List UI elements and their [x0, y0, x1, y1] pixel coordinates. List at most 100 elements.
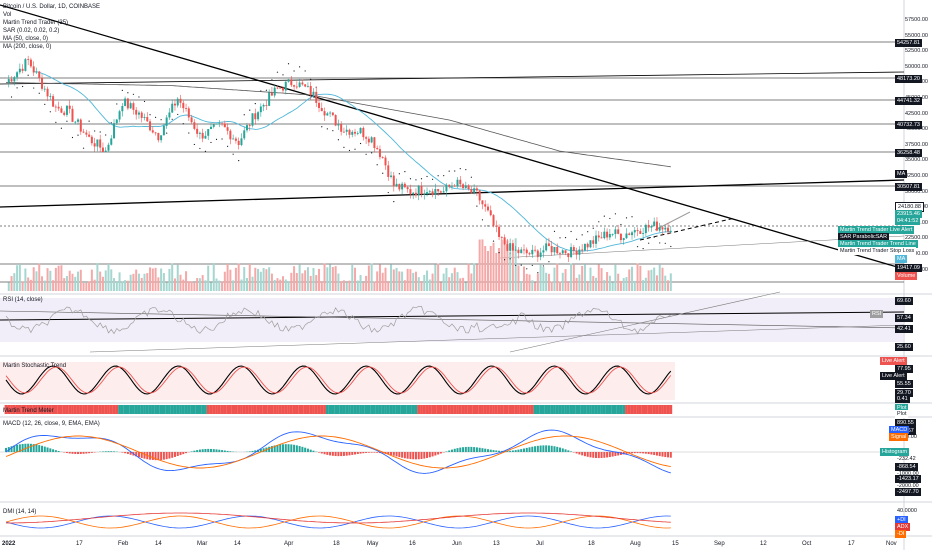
candle-body [29, 59, 32, 67]
macd-scale-label: 890.55 [895, 419, 916, 427]
macd-hist-bar [10, 446, 13, 452]
candle-body [129, 103, 132, 109]
sar-dot [232, 153, 234, 155]
meter-cell [79, 405, 83, 414]
indicator-ma50[interactable]: MA (50, close, 0) [3, 36, 49, 42]
macd-hist-bar [420, 452, 423, 459]
candle-body [295, 86, 298, 88]
meter-cell [123, 405, 127, 414]
meter-cell [18, 405, 22, 414]
macd-hist-bar [290, 444, 293, 452]
meter-cell [400, 405, 404, 414]
volume-bar [201, 275, 204, 291]
stoch-title[interactable]: Martin Stochastic Trend [3, 363, 67, 369]
sar-dot [60, 127, 63, 129]
macd-hist-bar [207, 448, 210, 452]
macd-hist-bar [276, 444, 279, 452]
macd-hist-bar [514, 450, 517, 452]
macd-hist-bar [611, 452, 614, 457]
macd-hist-bar [196, 450, 199, 452]
macd-hist-bar [597, 452, 600, 459]
meter-cell [619, 405, 623, 414]
volume-bar [126, 280, 129, 291]
sar-dot [409, 178, 412, 180]
macd-hist-bar [470, 446, 473, 452]
candle-body [187, 108, 190, 118]
candle-body [63, 112, 66, 115]
meter-cell [597, 405, 601, 414]
macd-hist-bar [473, 447, 476, 452]
candle-body [176, 98, 179, 106]
sar-dot [454, 170, 456, 172]
dmi-scale-label: 40.0000 [897, 508, 917, 514]
sar-dot [481, 219, 484, 221]
macd-hist-bar [140, 452, 143, 458]
symbol-title[interactable]: Bitcoin / U.S. Dollar, 1D, COINBASE [3, 4, 101, 10]
sar-dot [16, 87, 18, 89]
price-scale-label: 55000.00 [905, 32, 928, 39]
volume-bar [218, 280, 221, 291]
candle-body [498, 226, 501, 238]
price-tag: Volume [895, 272, 918, 280]
meter-cell [666, 405, 670, 414]
indicator-martin-trend-trader[interactable]: Martin Trend Trader (35) [3, 20, 69, 26]
volume-bar [290, 272, 293, 291]
rsi-scale-label: 57.34 [895, 314, 913, 322]
sar-dot [332, 130, 334, 132]
candle-body [589, 240, 592, 248]
time-axis-label: 16 [409, 541, 416, 547]
meter-title[interactable]: Martin Trend Meter [3, 408, 54, 414]
candle-body [619, 233, 622, 241]
sar-dot [603, 215, 605, 217]
sar-dot [459, 168, 461, 170]
indicator-ma200[interactable]: MA (200, close, 0) [3, 44, 52, 50]
candle-body [489, 210, 492, 216]
sar-dot [343, 146, 345, 148]
indicator-vol[interactable]: Vol [3, 12, 12, 18]
macd-hist-bar [71, 452, 74, 454]
meter-cell [381, 405, 385, 414]
volume-bar [196, 278, 199, 291]
macd-hist-bar [370, 452, 373, 453]
meter-cell [84, 405, 88, 414]
sar-dot [498, 252, 500, 254]
volume-bar [77, 271, 80, 291]
sar-dot [564, 237, 567, 239]
volume-bar [578, 274, 581, 291]
sar-dot [337, 139, 339, 141]
volume-bar [146, 273, 149, 291]
meter-cell [575, 405, 579, 414]
meter-cell [309, 405, 313, 414]
macd-hist-bar [362, 452, 365, 454]
meter-cell [40, 405, 44, 414]
indicator-sar[interactable]: SAR (0.02, 0.02, 0.2) [3, 28, 60, 34]
volume-bar [251, 276, 254, 291]
meter-cell [109, 405, 113, 414]
candle-body [362, 127, 365, 138]
meter-cell [12, 405, 16, 414]
sar-dot [415, 179, 417, 181]
meter-cell [198, 405, 202, 414]
rsi-title[interactable]: RSI (14, close) [3, 297, 43, 303]
meter-cell [228, 405, 232, 414]
volume-bar [104, 270, 107, 291]
macd-hist-bar [121, 452, 124, 453]
volume-bar [99, 271, 102, 291]
dmi-title[interactable]: DMI (14, 14) [3, 509, 37, 515]
macd-hist-bar [356, 452, 359, 455]
volume-bar [367, 265, 370, 291]
sar-dot [487, 225, 489, 227]
macd-hist-bar [614, 452, 617, 457]
meter-cell [104, 405, 108, 414]
volume-bar [398, 271, 401, 291]
volume-bar [506, 240, 509, 291]
stoch-scale-label: 77.95 [895, 365, 913, 373]
macd-title[interactable]: MACD (12, 26, close, 9, EMA, EMA) [3, 421, 100, 427]
candle-body [384, 157, 387, 166]
candle-body [528, 253, 531, 255]
candle-body [439, 191, 442, 193]
volume-bar [24, 268, 27, 291]
volume-bar [467, 263, 470, 291]
meter-cell [137, 405, 141, 414]
